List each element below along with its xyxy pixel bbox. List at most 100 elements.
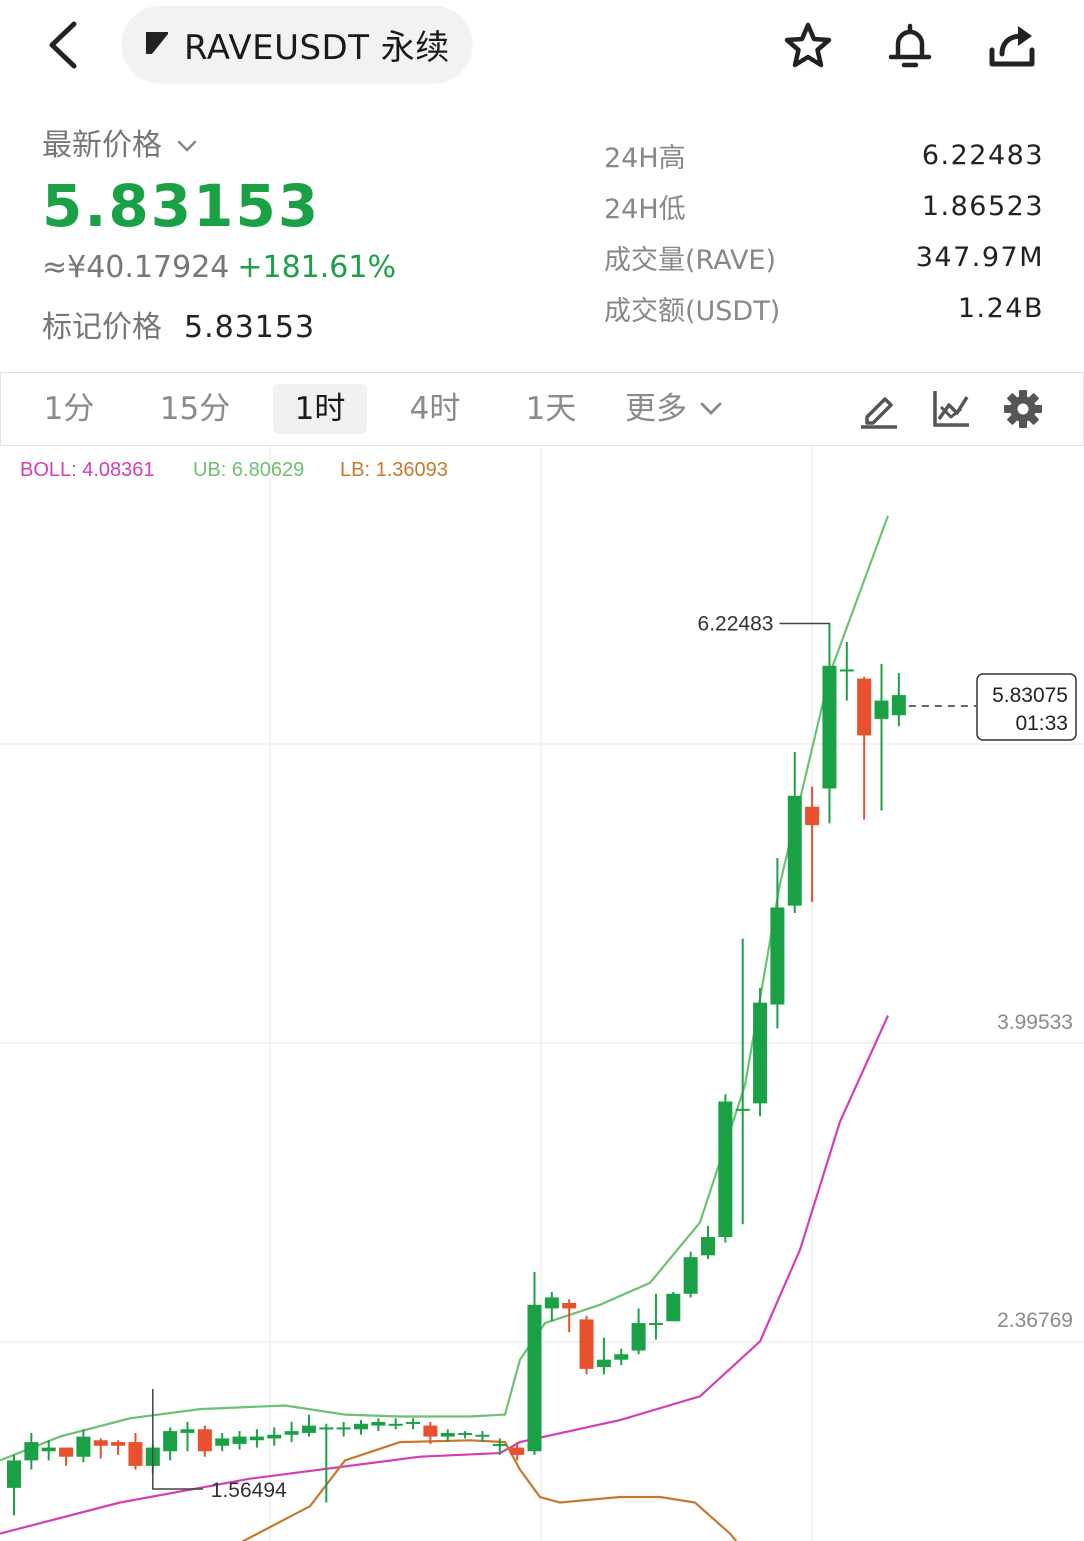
candle-body [406,1421,421,1424]
stat-volume: 成交量(RAVE) 347.97M [604,242,1044,276]
candle-body [249,1436,264,1441]
boll-label: BOLL: 4.08361 [20,459,155,481]
candle-body [544,1297,559,1309]
candle-body [718,1101,733,1238]
candle-body [683,1257,698,1294]
candle-body [701,1237,715,1256]
candle-body [666,1293,681,1322]
share-icon[interactable] [986,20,1038,72]
cny-price: ≈¥40.17924 [42,250,230,285]
indicator-chart-icon[interactable] [931,389,971,429]
stats-panel: 24H高 6.22483 24H低 1.86523 成交量(RAVE) 347.97M… [604,130,1044,334]
candlestick-chart[interactable]: 3.99533 2.36769 6.22483 1.56494 5.83075 01:33… [0,446,1084,1541]
candle-body [770,907,785,1005]
candle-body [232,1436,247,1444]
ub-label: UB: 6.80629 [193,459,304,481]
candle-body [388,1423,403,1426]
alert-bell-icon[interactable] [884,20,936,72]
candle-body [423,1425,438,1437]
tab-4h[interactable]: 4时 [409,391,461,427]
mark-price-value: 5.83153 [184,310,316,345]
low-marker-line [152,1389,203,1490]
candle-body [527,1304,542,1452]
candle-body [891,695,906,716]
candle-body [163,1431,178,1452]
current-price-tag [976,673,1077,741]
settings-gear-icon[interactable] [1003,389,1043,429]
latest-price-selector[interactable]: 最新价格 [42,120,198,164]
tab-15m[interactable]: 15分 [159,391,231,427]
candle-body [319,1427,334,1430]
candle-body [648,1323,663,1326]
candle-body [614,1354,629,1360]
candle-body [492,1443,507,1446]
candle-body [458,1432,473,1435]
candle-body [24,1442,39,1461]
candle-body [301,1425,316,1433]
tab-1m[interactable]: 1分 [43,391,95,427]
symbol-name: RAVEUSDT 永续 [184,27,450,68]
lower-band-line [241,1439,738,1541]
contract-logo-icon [144,28,172,60]
candle-body [631,1323,646,1351]
candle-countdown-label: 01:33 [1015,712,1068,735]
high-marker-line [779,622,831,626]
candle-body [128,1442,143,1466]
candle-body [874,700,889,719]
candle-body [267,1434,282,1439]
candle-body [7,1460,21,1488]
candle-body [180,1429,195,1433]
candle-body [371,1421,386,1426]
price-change-percent: +181.61% [237,250,396,285]
candle-body [284,1431,299,1435]
chevron-down-icon [176,126,198,161]
candle-body [336,1427,351,1430]
upper-band-line [0,515,890,1462]
candle-body [787,795,802,906]
top-bar: RAVEUSDT 永续 [0,0,1084,95]
candle-body [805,806,820,826]
candle-body [93,1440,108,1446]
candle-body [596,1359,611,1368]
y-axis-tick-label: 2.36769 [997,1309,1073,1332]
tab-1d[interactable]: 1天 [525,391,577,427]
candle-body [475,1434,490,1437]
candle-body [215,1438,230,1446]
current-price-label: 5.83075 [992,684,1068,707]
symbol-selector[interactable]: RAVEUSDT 永续 [122,6,472,82]
candle-body [562,1302,577,1309]
favorite-star-icon[interactable] [782,20,834,72]
stat-24h-low: 24H低 1.86523 [604,191,1044,225]
candle-body [111,1442,126,1446]
lb-label: LB: 1.36093 [340,459,448,481]
mark-price: 标记价格 5.83153 [42,302,315,346]
tab-more[interactable]: 更多 [619,384,729,434]
high-marker-label: 6.22483 [698,613,774,636]
y-axis-tick-label: 3.99533 [997,1011,1073,1034]
price-subline: ≈¥40.17924 +181.61% [42,250,396,285]
candle-body [440,1432,455,1437]
mark-price-label: 标记价格 [42,310,162,345]
boll-mid-line [0,1015,890,1535]
candle-body [753,1002,768,1104]
candle-body [839,669,854,672]
latest-price-label: 最新价格 [42,128,162,163]
candle-body [857,678,872,736]
candle-body [76,1436,91,1457]
candle-body [59,1447,74,1457]
tab-more-label: 更多 [625,391,687,427]
tab-1h[interactable]: 1时 [273,384,367,434]
chevron-down-icon [699,401,723,417]
candle-body [41,1447,56,1452]
candle-body [510,1447,525,1455]
stat-turnover: 成交额(USDT) 1.24B [604,293,1044,327]
back-arrow-icon[interactable] [40,18,90,72]
draw-pencil-icon[interactable] [859,389,899,429]
candle-body [579,1319,594,1369]
interval-tabs: 1分 15分 1时 4时 1天 更多 [0,372,1084,446]
candle-body [354,1423,368,1430]
candle-body [735,1108,750,1111]
candle-body [197,1429,212,1452]
low-marker-label: 1.56494 [211,1479,287,1502]
stat-24h-high: 24H高 6.22483 [604,140,1044,174]
